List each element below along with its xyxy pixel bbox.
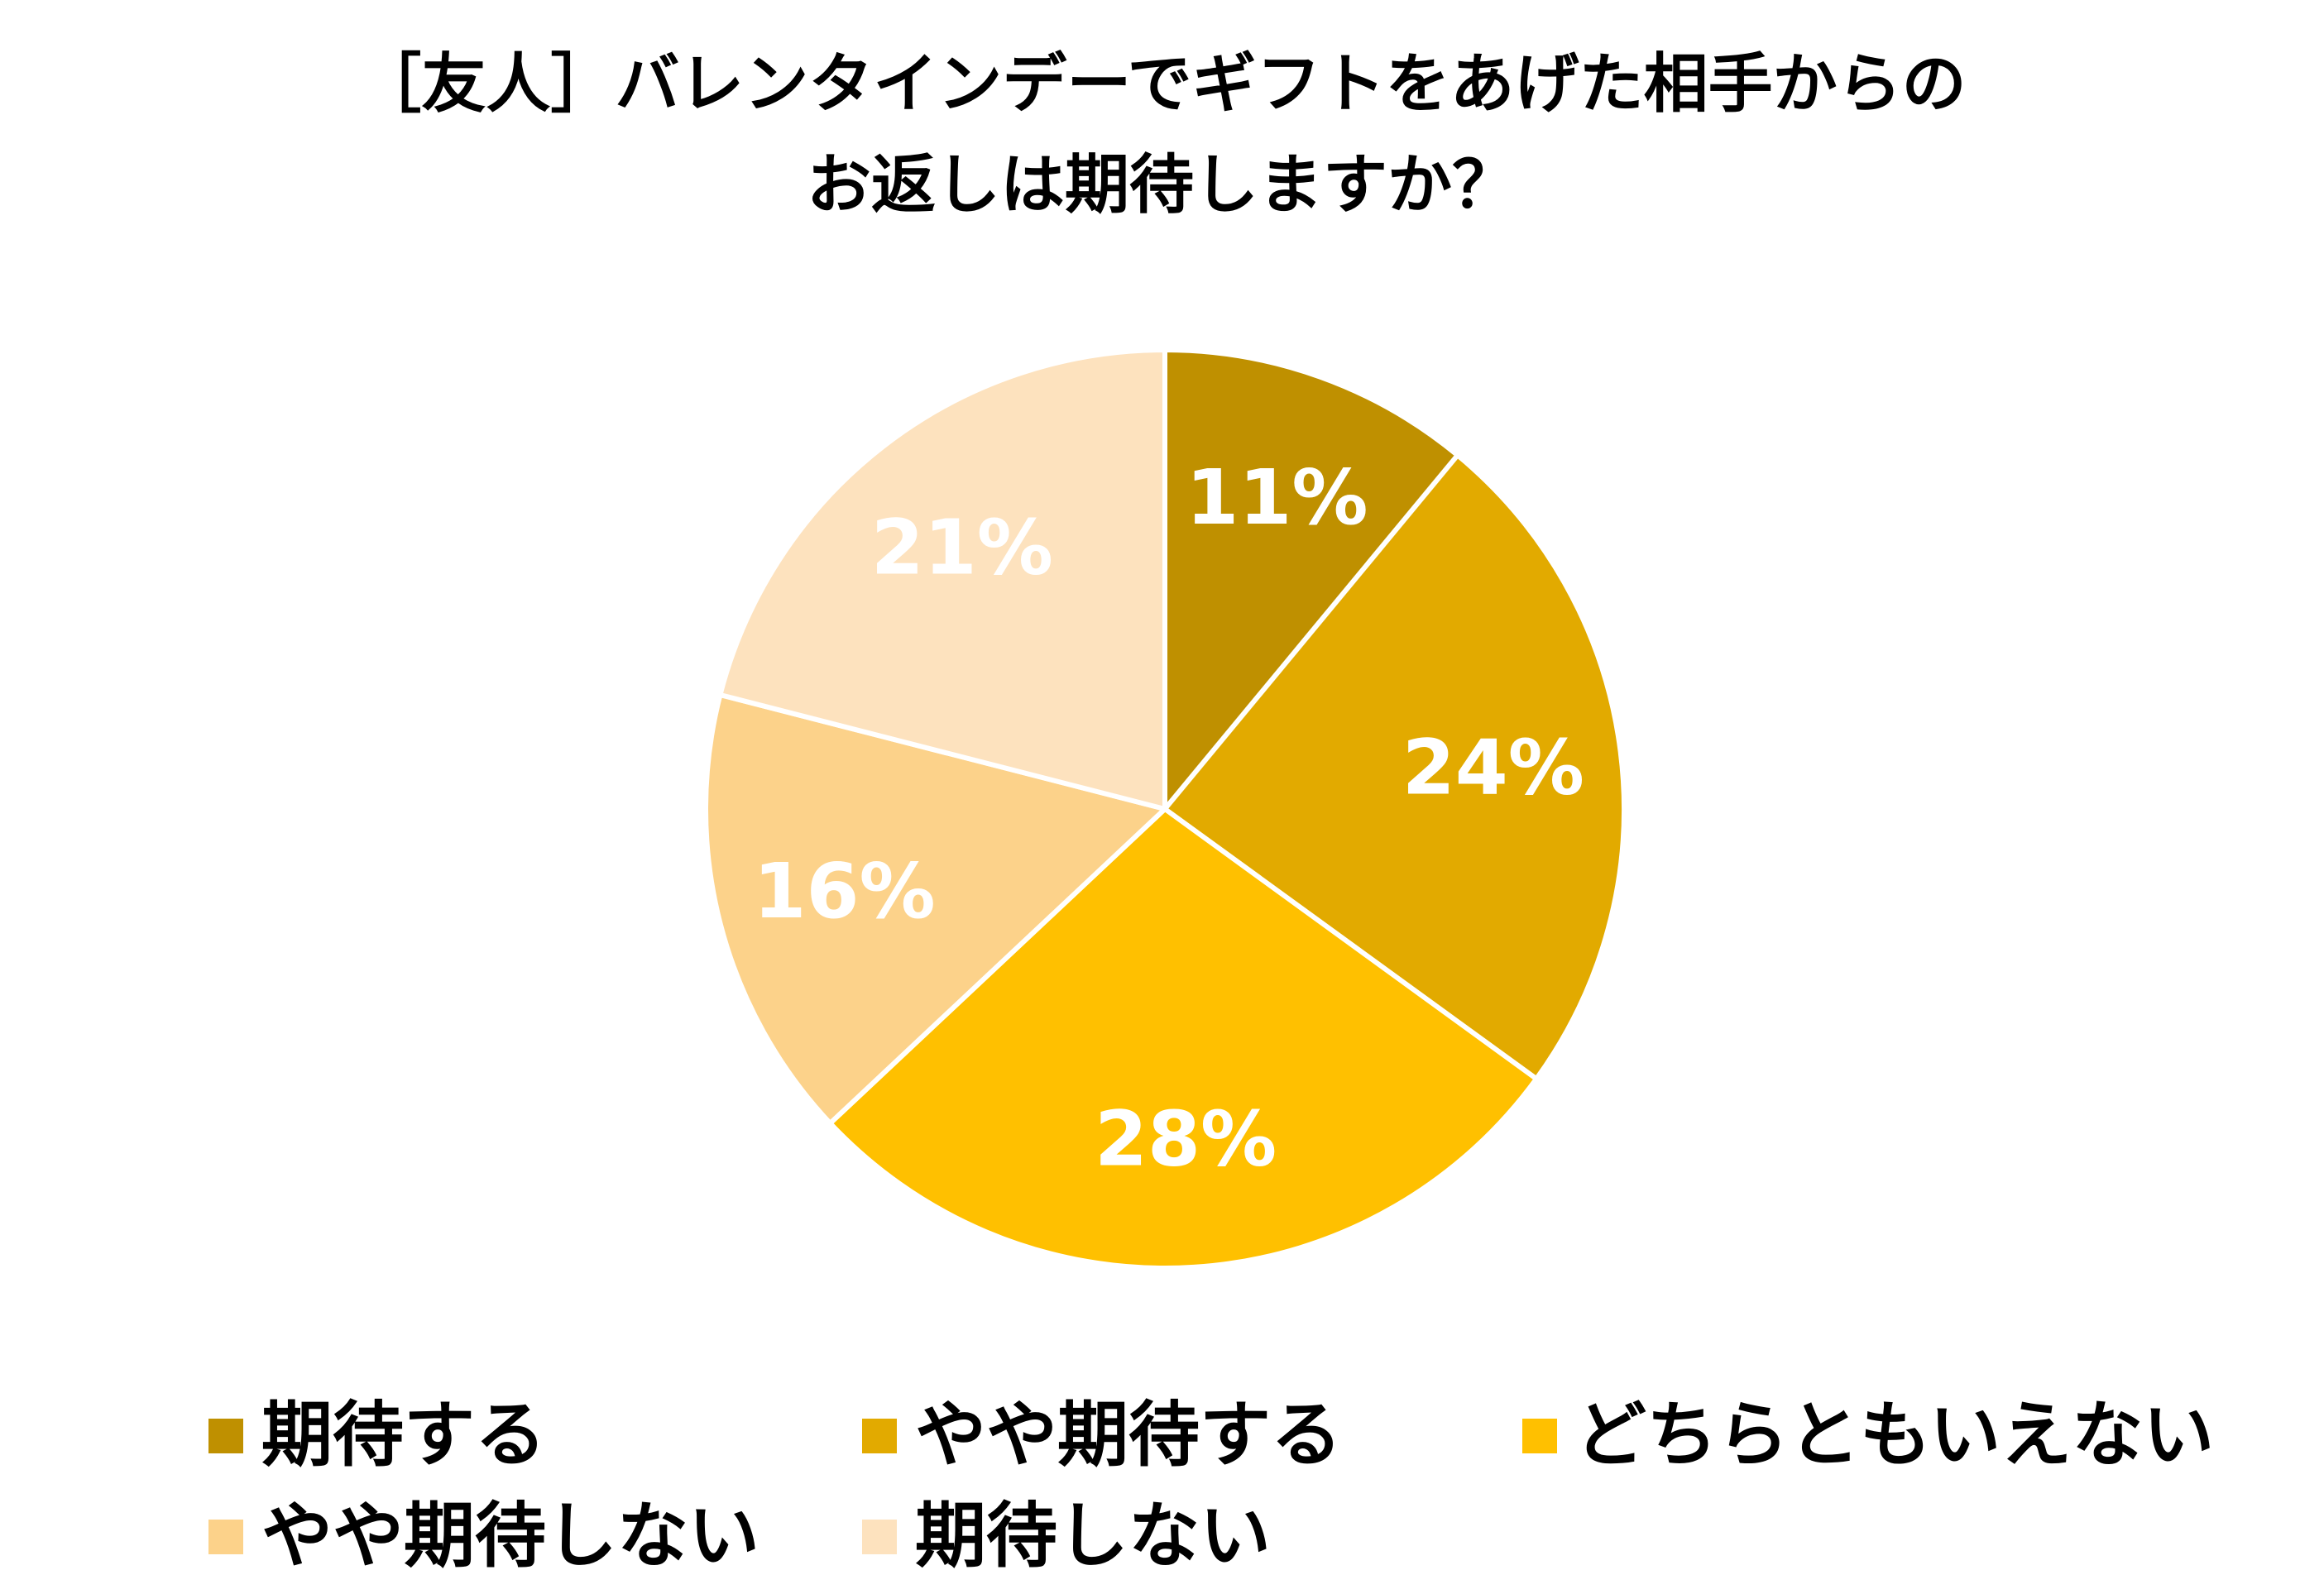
pie-slice-4	[703, 692, 1167, 1126]
legend-label-5: 期待しない	[915, 1495, 1271, 1577]
pie-slice-3	[827, 807, 1539, 1271]
legend-swatch-4	[208, 1520, 243, 1554]
slice-value-label-5: 21%	[871, 503, 1053, 591]
pie-slice-2	[1162, 452, 1627, 1082]
slice-value-label-3: 28%	[1095, 1095, 1277, 1184]
chart-title-line-1: ［友人］バレンタインデーでギフトをあげた相手からの	[357, 47, 1966, 122]
legend-swatch-1	[208, 1419, 243, 1453]
legend-swatch-3	[1522, 1419, 1557, 1453]
legend-swatch-5	[862, 1520, 897, 1554]
legend-label-1: 期待する	[261, 1394, 546, 1477]
pie-slice-5	[717, 347, 1167, 811]
pie-value-labels: 11% 24% 28% 16% 21%	[753, 453, 1584, 1184]
pie-slice-1	[1162, 347, 1460, 811]
pie-slices	[703, 347, 1627, 1271]
legend-label-4: やや期待しない	[261, 1495, 759, 1577]
chart-title-line-2: お返しは期待しますか？	[807, 148, 1517, 223]
slice-value-label-1: 11%	[1186, 453, 1368, 542]
legend-label-2: やや期待する	[915, 1394, 1342, 1477]
legend-swatch-2	[862, 1419, 897, 1453]
legend-label-3: どちらともいえない	[1575, 1394, 2214, 1477]
slice-value-label-4: 16%	[753, 847, 935, 936]
slice-value-label-2: 24%	[1402, 723, 1584, 811]
